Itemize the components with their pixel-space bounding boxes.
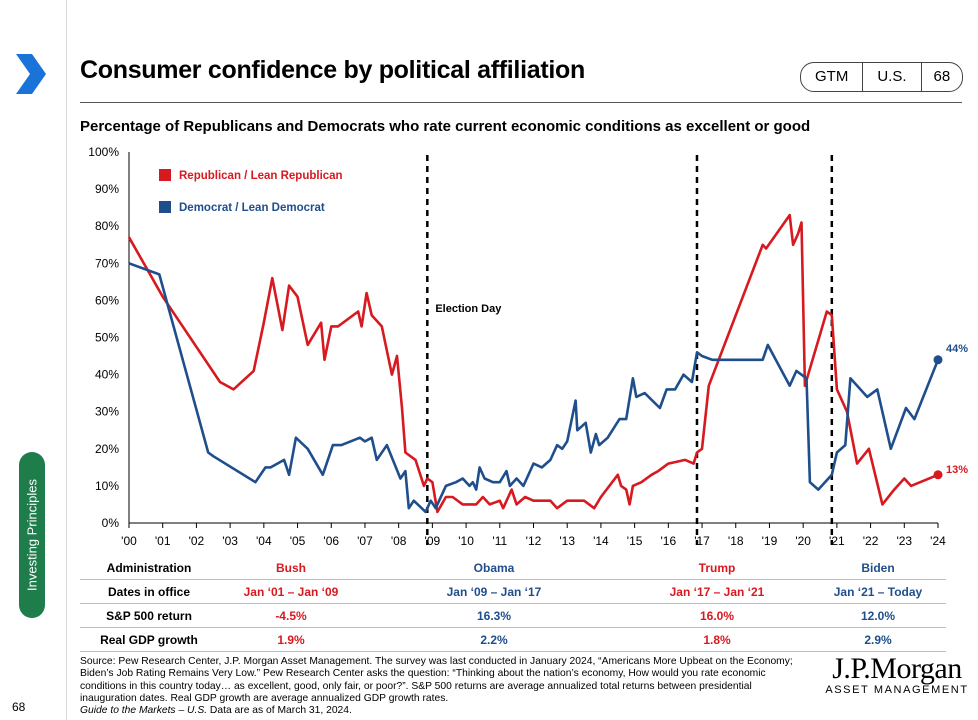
x-tick-label: '12 (526, 534, 542, 548)
republican-end-point (933, 470, 943, 480)
x-tick-label: '20 (795, 534, 811, 548)
page-number: 68 (12, 700, 26, 714)
y-tick-label: 80% (95, 219, 119, 233)
democrat-series-line (128, 262, 940, 514)
table-cell: Jan ‘17 – Jan ‘21 (624, 579, 810, 604)
table-cell: Trump (624, 556, 810, 580)
y-tick-label: 0% (102, 516, 120, 530)
table-cell: Jan ‘01 – Jan ‘09 (218, 579, 364, 604)
y-tick-label: 10% (95, 479, 119, 493)
legend-swatch-republican (159, 169, 171, 181)
x-tick-label: '13 (559, 534, 575, 548)
badge-region: U.S. (863, 63, 922, 91)
table-cell: Obama (364, 556, 624, 580)
x-tick-label: '03 (222, 534, 238, 548)
legend-label-democrat: Democrat / Lean Democrat (179, 202, 325, 214)
table-cell: Bush (218, 556, 364, 580)
x-tick-label: '15 (627, 534, 643, 548)
table-cell: 12.0% (810, 603, 946, 628)
x-tick-label: '00 (121, 534, 137, 548)
data-date: Data are as of March 31, 2024. (207, 705, 352, 717)
x-tick-label: '05 (290, 534, 306, 548)
table-cell: 1.8% (624, 627, 810, 652)
x-tick-label: '01 (155, 534, 171, 548)
x-tick-label: '11 (492, 534, 507, 548)
table-cell: Jan ‘09 – Jan ‘17 (364, 579, 624, 604)
guide-name: Guide to the Markets – U.S. (80, 705, 208, 717)
left-divider (66, 0, 67, 720)
badge-gtm: GTM (801, 63, 864, 91)
y-tick-label: 60% (95, 293, 119, 307)
table-cell: 1.9% (218, 627, 364, 652)
republican-end-label: 13% (946, 464, 968, 476)
x-tick-label: '04 (256, 534, 272, 548)
chart-title: Percentage of Republicans and Democrats … (80, 118, 811, 135)
y-tick-label: 70% (95, 256, 119, 270)
table-row: Real GDP growth 1.9% 2.2% 1.8% 2.9% (80, 627, 946, 652)
table-cell: Jan ‘21 – Today (810, 579, 946, 604)
y-tick-label: 100% (88, 145, 119, 159)
x-tick-label: '24 (930, 534, 946, 548)
legend-swatch-democrat (159, 201, 171, 213)
badge-page: 68 (933, 68, 951, 85)
jpmorgan-logo: J.P.Morgan ASSET MANAGEMENT (822, 652, 972, 696)
table-row-label: S&P 500 return (80, 603, 218, 628)
democrat-end-point (933, 355, 943, 365)
table-cell: 2.2% (364, 627, 624, 652)
x-tick-label: '02 (189, 534, 205, 548)
page-badges: GTM U.S. 68 (800, 62, 964, 92)
democrat-end-label: 44% (946, 343, 968, 355)
table-cell: -4.5% (218, 603, 364, 628)
legend-label-republican: Republican / Lean Republican (179, 170, 343, 182)
table-cell: Biden (810, 556, 946, 580)
administration-table: Administration Bush Obama Trump Biden Dates i… (80, 556, 946, 652)
chevron-right-icon (16, 54, 46, 94)
republican-series-line (127, 213, 939, 514)
table-row: Dates in office Jan ‘01 – Jan ‘09 Jan ‘09 … (80, 579, 946, 604)
table-row: Administration Bush Obama Trump Biden (80, 556, 946, 580)
title-divider (80, 102, 962, 103)
page-title: Consumer confidence by political affilia… (80, 56, 585, 84)
x-tick-label: '23 (896, 534, 912, 548)
x-tick-label: '19 (762, 534, 778, 548)
source-text: Source: Pew Research Center, J.P. Morgan… (80, 656, 793, 704)
x-tick-label: '07 (357, 534, 373, 548)
x-tick-label: '18 (728, 534, 744, 548)
table-row-label: Real GDP growth (80, 627, 218, 652)
x-tick-label: '14 (593, 534, 609, 548)
logo-wordmark: J.P.Morgan (832, 652, 962, 685)
table-row: S&P 500 return -4.5% 16.3% 16.0% 12.0% (80, 603, 946, 628)
section-tab[interactable]: Investing Principles (19, 452, 45, 618)
line-chart: 0% 10% 20% 30% 40% 50% 60% 70% 80% 90% 100% '00 '01 '… (88, 145, 968, 548)
y-tick-label: 40% (95, 368, 119, 382)
table-cell: 16.3% (364, 603, 624, 628)
election-day-label: Election Day (435, 303, 502, 315)
x-tick-label: '10 (458, 534, 474, 548)
table-cell: 2.9% (810, 627, 946, 652)
table-row-label: Administration (80, 556, 218, 580)
y-tick-label: 30% (95, 405, 119, 419)
y-tick-label: 20% (95, 442, 119, 456)
y-tick-label: 90% (95, 182, 119, 196)
y-tick-label: 50% (95, 331, 119, 345)
x-tick-label: '08 (391, 534, 407, 548)
source-note: Source: Pew Research Center, J.P. Morgan… (80, 656, 810, 717)
table-row-label: Dates in office (80, 579, 218, 604)
x-tick-label: '16 (661, 534, 677, 548)
table-cell: 16.0% (624, 603, 810, 628)
x-tick-label: '22 (863, 534, 879, 548)
logo-subtitle: ASSET MANAGEMENT (825, 684, 969, 696)
x-tick-label: '06 (323, 534, 339, 548)
